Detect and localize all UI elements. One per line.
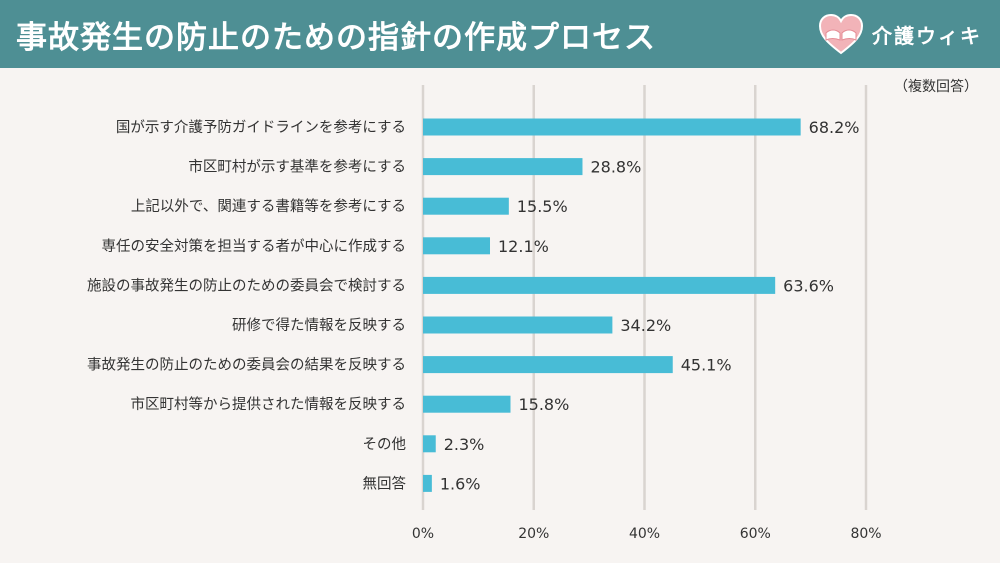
category-label: 無回答 xyxy=(363,475,407,492)
x-tick-label: 20% xyxy=(518,526,549,542)
bar xyxy=(423,356,673,374)
category-label: 事故発生の防止のための委員会の結果を反映する xyxy=(87,357,406,374)
bar xyxy=(423,474,432,492)
value-label: 63.6% xyxy=(783,276,834,295)
bar xyxy=(423,197,509,215)
value-label: 2.3% xyxy=(444,435,485,454)
category-label: その他 xyxy=(363,436,407,453)
category-label: 国が示す介護予防ガイドラインを参考にする xyxy=(116,119,406,136)
category-label: 市区町村が示す基準を参考にする xyxy=(188,159,406,176)
brand-logo[interactable]: 介護ウィキ xyxy=(818,12,982,56)
brand-name: 介護ウィキ xyxy=(872,23,982,48)
bar xyxy=(423,237,491,255)
x-tick-label: 80% xyxy=(850,526,881,542)
category-label: 施設の事故発生の防止のための委員会で検討する xyxy=(87,277,406,294)
bar xyxy=(423,118,801,136)
x-tick-label: 0% xyxy=(412,526,434,542)
value-label: 45.1% xyxy=(681,356,732,375)
bar xyxy=(423,435,436,453)
value-label: 12.1% xyxy=(498,237,549,256)
header-bar: 事故発生の防止のための指針の作成プロセス 介護ウィキ xyxy=(0,0,1000,68)
x-tick-label: 60% xyxy=(740,526,771,542)
bar xyxy=(423,276,776,294)
value-label: 34.2% xyxy=(620,316,671,335)
value-label: 68.2% xyxy=(809,118,860,137)
bar xyxy=(423,158,583,176)
bar xyxy=(423,395,511,413)
bar xyxy=(423,316,613,334)
category-label: 市区町村等から提供された情報を反映する xyxy=(131,395,407,413)
category-label: 専任の安全対策を担当する者が中心に作成する xyxy=(102,237,407,255)
x-tick-label: 40% xyxy=(629,526,660,542)
value-label: 1.6% xyxy=(440,474,481,493)
category-label: 上記以外で、関連する書籍等を参考にする xyxy=(131,197,406,215)
value-label: 15.8% xyxy=(518,395,569,414)
heart-hands-icon xyxy=(818,13,864,55)
multiple-answer-note: （複数回答） xyxy=(894,79,978,95)
value-label: 28.8% xyxy=(590,158,641,177)
page-title: 事故発生の防止のための指針の作成プロセス xyxy=(16,20,656,56)
value-label: 15.5% xyxy=(517,197,568,216)
category-label: 研修で得た情報を反映する xyxy=(232,317,406,334)
